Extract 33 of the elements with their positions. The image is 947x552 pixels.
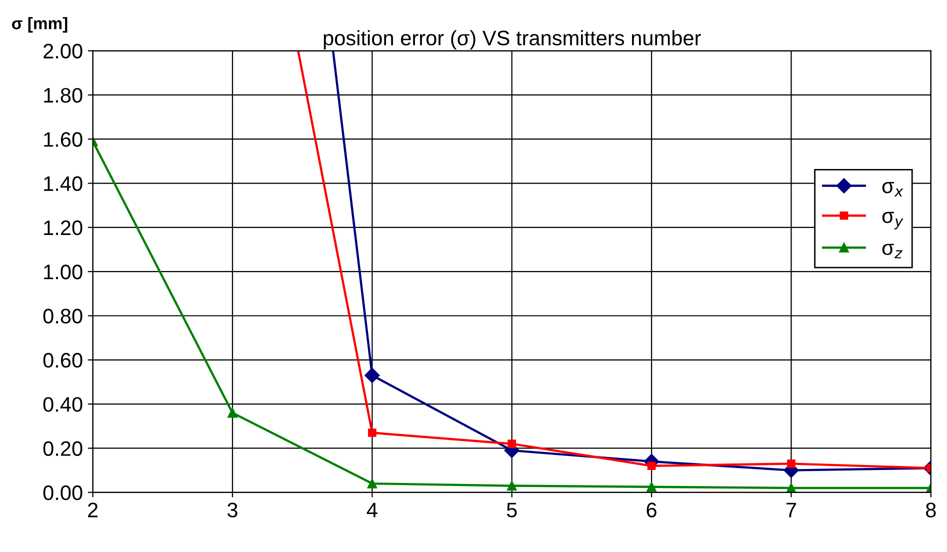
point (228, 408, 238, 418)
y-tick-label: 0.60 (43, 352, 82, 368)
y-tick-label: 1.60 (44, 132, 82, 147)
x-tick-label: 3 (227, 502, 238, 518)
y-tick-label: 1.40 (44, 176, 82, 192)
y-tick-label: 0.80 (43, 308, 82, 324)
y-tick-label: 1.00 (44, 264, 82, 280)
x-tick-label: 4 (366, 502, 378, 518)
x-tick-label: 7 (786, 502, 796, 518)
legend-label: σ$_{y}$ (882, 212, 904, 230)
point (647, 462, 656, 470)
point (367, 478, 378, 488)
x-tick-label: 5 (506, 502, 517, 518)
x-tick-label: 6 (646, 502, 656, 518)
y-tick-label: 2.00 (44, 44, 82, 59)
legend-label: σ$_{z}$ (882, 244, 902, 258)
x-tick-label: 2 (88, 502, 98, 518)
y-tick-label: 0.20 (43, 441, 82, 456)
point (506, 480, 517, 491)
chart-title: position error (σ) VS transmitters number (324, 30, 701, 50)
y-tick-label: 1.80 (44, 88, 82, 103)
y-tick-label: 0.00 (43, 485, 82, 500)
point (368, 428, 376, 437)
x-tick-label: 8 (926, 502, 936, 518)
point (508, 440, 516, 448)
point (646, 482, 656, 492)
y-tick-label: 1.20 (44, 220, 82, 236)
y-tick-label: 0.40 (43, 397, 82, 412)
point (364, 368, 380, 383)
point (787, 460, 796, 468)
legend-label: σ$_{x}$ (882, 182, 904, 196)
y-axis-title: σ [mm] (12, 17, 68, 33)
point (786, 483, 796, 492)
